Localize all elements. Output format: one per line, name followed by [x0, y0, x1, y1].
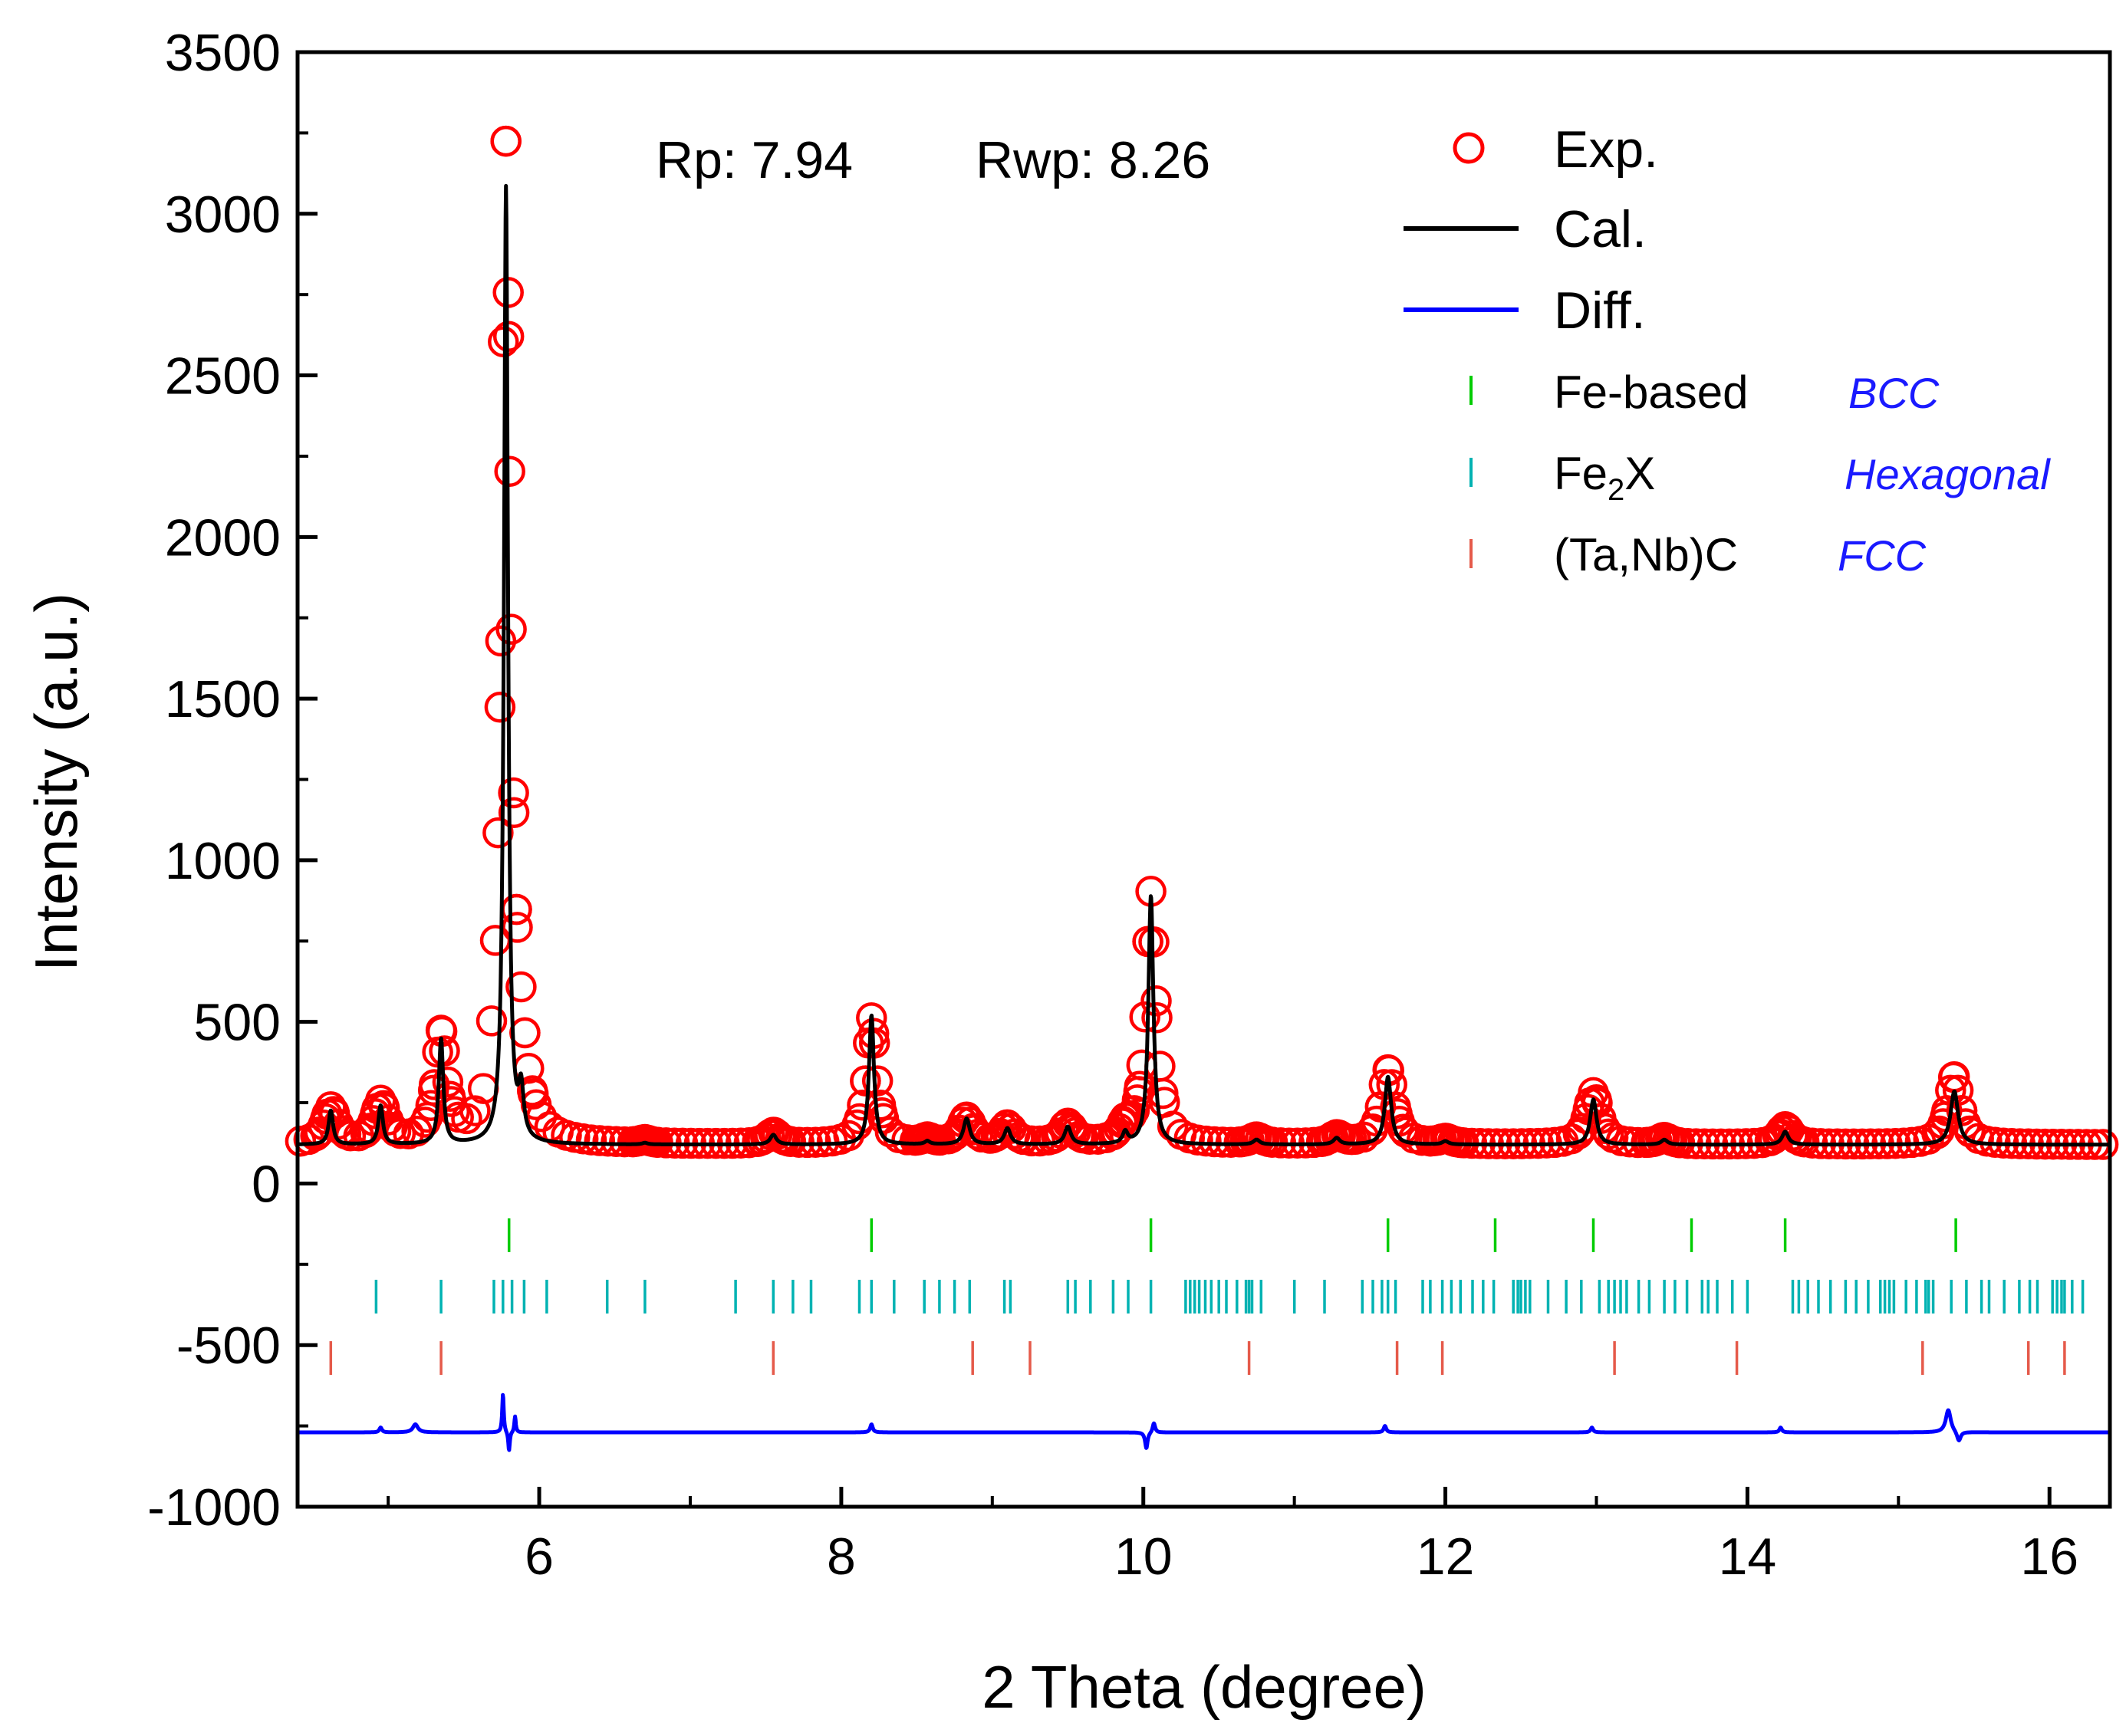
- legend-hexagonal-label: Hexagonal: [1845, 450, 2051, 498]
- y-tick-label: -1000: [147, 1478, 281, 1537]
- exp-point: [999, 1118, 1031, 1149]
- exp-point: [509, 1017, 541, 1049]
- x-tick-label: 16: [2020, 1527, 2078, 1586]
- series-exp: [285, 125, 2119, 1160]
- exp-point: [439, 1096, 471, 1128]
- exp-point: [418, 1069, 450, 1100]
- rp-annotation: Rp: 7.94: [656, 131, 853, 189]
- legend-exp-marker: [1453, 132, 1485, 164]
- exp-point: [1140, 985, 1172, 1017]
- y-tick-label: 1500: [165, 670, 281, 728]
- exp-point: [1141, 1001, 1173, 1034]
- exp-point: [1147, 1077, 1179, 1110]
- exp-point: [1059, 1116, 1091, 1149]
- y-tick-label: 2000: [165, 508, 281, 567]
- legend-fe-based-label: Fe-based: [1554, 367, 1748, 418]
- phase-ticks-fe2x: [374, 1279, 2085, 1314]
- y-tick-label: 0: [252, 1155, 281, 1213]
- exp-point: [482, 817, 514, 849]
- axis-ticks-group: 6 8 10 12 14 16 3500 3000 2500 2000 1500 1000 500 0 -5…: [147, 24, 2078, 1586]
- x-tick-label: 10: [1114, 1527, 1173, 1586]
- y-tick-label: 2500: [165, 347, 281, 406]
- exp-point: [476, 1005, 508, 1037]
- exp-point: [867, 1103, 900, 1135]
- exp-point: [516, 1075, 548, 1106]
- y-axis-title: Intensity (a.u.): [22, 593, 90, 972]
- legend-bcc-label: BCC: [1848, 369, 1940, 417]
- exp-point: [1785, 1125, 1816, 1157]
- exp-point: [490, 125, 522, 157]
- exp-point: [1773, 1114, 1805, 1146]
- exp-point: [505, 971, 537, 1003]
- exp-point: [1387, 1113, 1419, 1145]
- exp-point: [498, 777, 529, 809]
- exp-point: [584, 1125, 616, 1156]
- legend-fcc-label: FCC: [1838, 531, 1927, 580]
- exp-point: [1055, 1111, 1088, 1143]
- exp-point: [1777, 1120, 1808, 1152]
- legend-fe2x-label: Fe2X: [1554, 448, 1655, 507]
- exp-point: [380, 1116, 412, 1147]
- legend-fe2x-label-main: Fe: [1554, 448, 1608, 499]
- x-tick-label: 14: [1719, 1527, 1777, 1586]
- y-tick-label: 500: [194, 994, 281, 1052]
- exp-point: [850, 1065, 881, 1097]
- exp-point: [1129, 1001, 1160, 1033]
- exp-point: [494, 455, 525, 487]
- plot-series-group: [285, 125, 2119, 1452]
- x-tick-label: 6: [525, 1527, 554, 1586]
- exp-point: [432, 1066, 464, 1098]
- exp-point: [485, 625, 517, 657]
- exp-point: [1006, 1123, 1038, 1155]
- legend-diff-label: Diff.: [1554, 281, 1646, 340]
- exp-point: [484, 692, 516, 723]
- legend-fe2x-label-sub: 2: [1608, 473, 1624, 507]
- exp-point: [495, 613, 527, 645]
- phase-ticks-ta-nb-c: [329, 1341, 2066, 1376]
- x-axis-title: 2 Theta (degree): [982, 1653, 1427, 1721]
- series-cal-line: [296, 183, 2111, 1147]
- exp-point: [1380, 1091, 1411, 1123]
- exp-point: [966, 1121, 998, 1153]
- plot-frame: [295, 50, 2112, 1509]
- x-tick-label: 8: [827, 1527, 856, 1586]
- legend-exp-label: Exp.: [1554, 120, 1658, 179]
- legend-fe2x-label-end: X: [1624, 448, 1655, 499]
- x-tick-label: 12: [1417, 1527, 1475, 1586]
- exp-point: [502, 912, 533, 943]
- exp-point: [1592, 1118, 1624, 1150]
- exp-point: [1067, 1122, 1099, 1154]
- exp-point: [498, 797, 530, 829]
- exp-point: [330, 1118, 362, 1150]
- y-tick-label: 1000: [165, 832, 281, 890]
- exp-point: [772, 1125, 805, 1157]
- legend: Exp. Cal. Diff. Fe-based BCC Fe2X Hexago…: [1404, 120, 2051, 580]
- exp-point: [1144, 1050, 1176, 1082]
- phase-ticks-fe-based: [507, 1218, 1957, 1252]
- legend-tanbc-label: (Ta,Nb)C: [1554, 529, 1738, 580]
- rwp-annotation: Rwp: 8.26: [976, 131, 1210, 189]
- exp-point: [1953, 1115, 1986, 1147]
- legend-cal-label: Cal.: [1554, 200, 1647, 258]
- y-tick-label: 3000: [165, 186, 281, 244]
- exp-point: [861, 1065, 894, 1097]
- y-tick-label: -500: [176, 1317, 281, 1375]
- series-diff-line: [296, 1392, 2111, 1452]
- exp-point: [996, 1113, 1027, 1144]
- y-tick-label: 3500: [165, 24, 281, 82]
